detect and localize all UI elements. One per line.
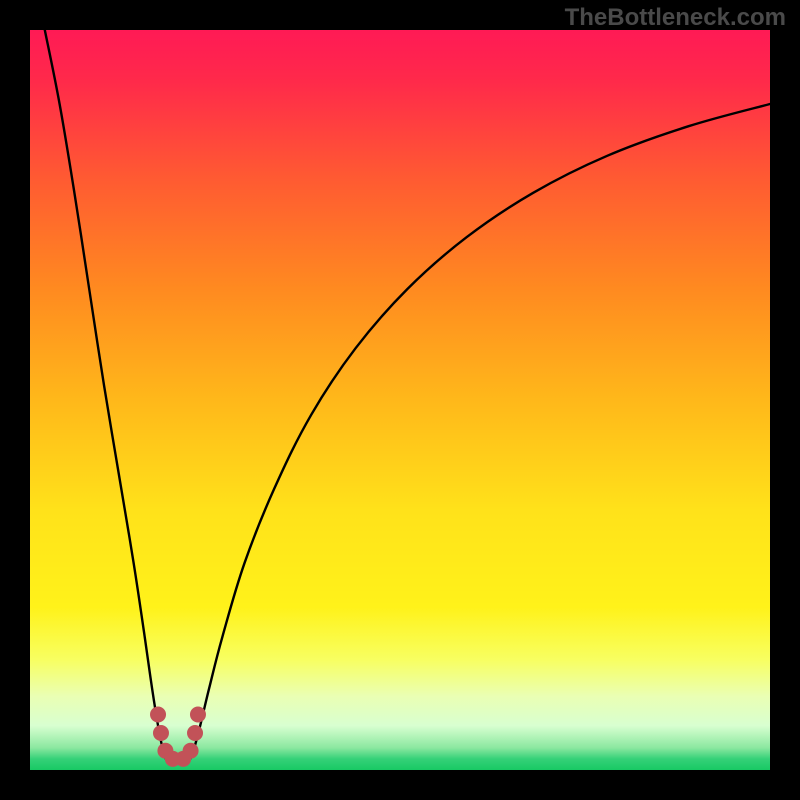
- chart-root: TheBottleneck.com: [0, 0, 800, 800]
- trough-marker: [150, 707, 166, 723]
- plot-area: [30, 30, 770, 770]
- curve-left: [45, 30, 166, 760]
- curve-right: [190, 104, 770, 760]
- trough-marker: [190, 707, 206, 723]
- watermark-text: TheBottleneck.com: [565, 4, 786, 32]
- plot-svg: [30, 30, 770, 770]
- trough-marker: [187, 725, 203, 741]
- trough-marker: [183, 743, 199, 759]
- trough-marker: [153, 725, 169, 741]
